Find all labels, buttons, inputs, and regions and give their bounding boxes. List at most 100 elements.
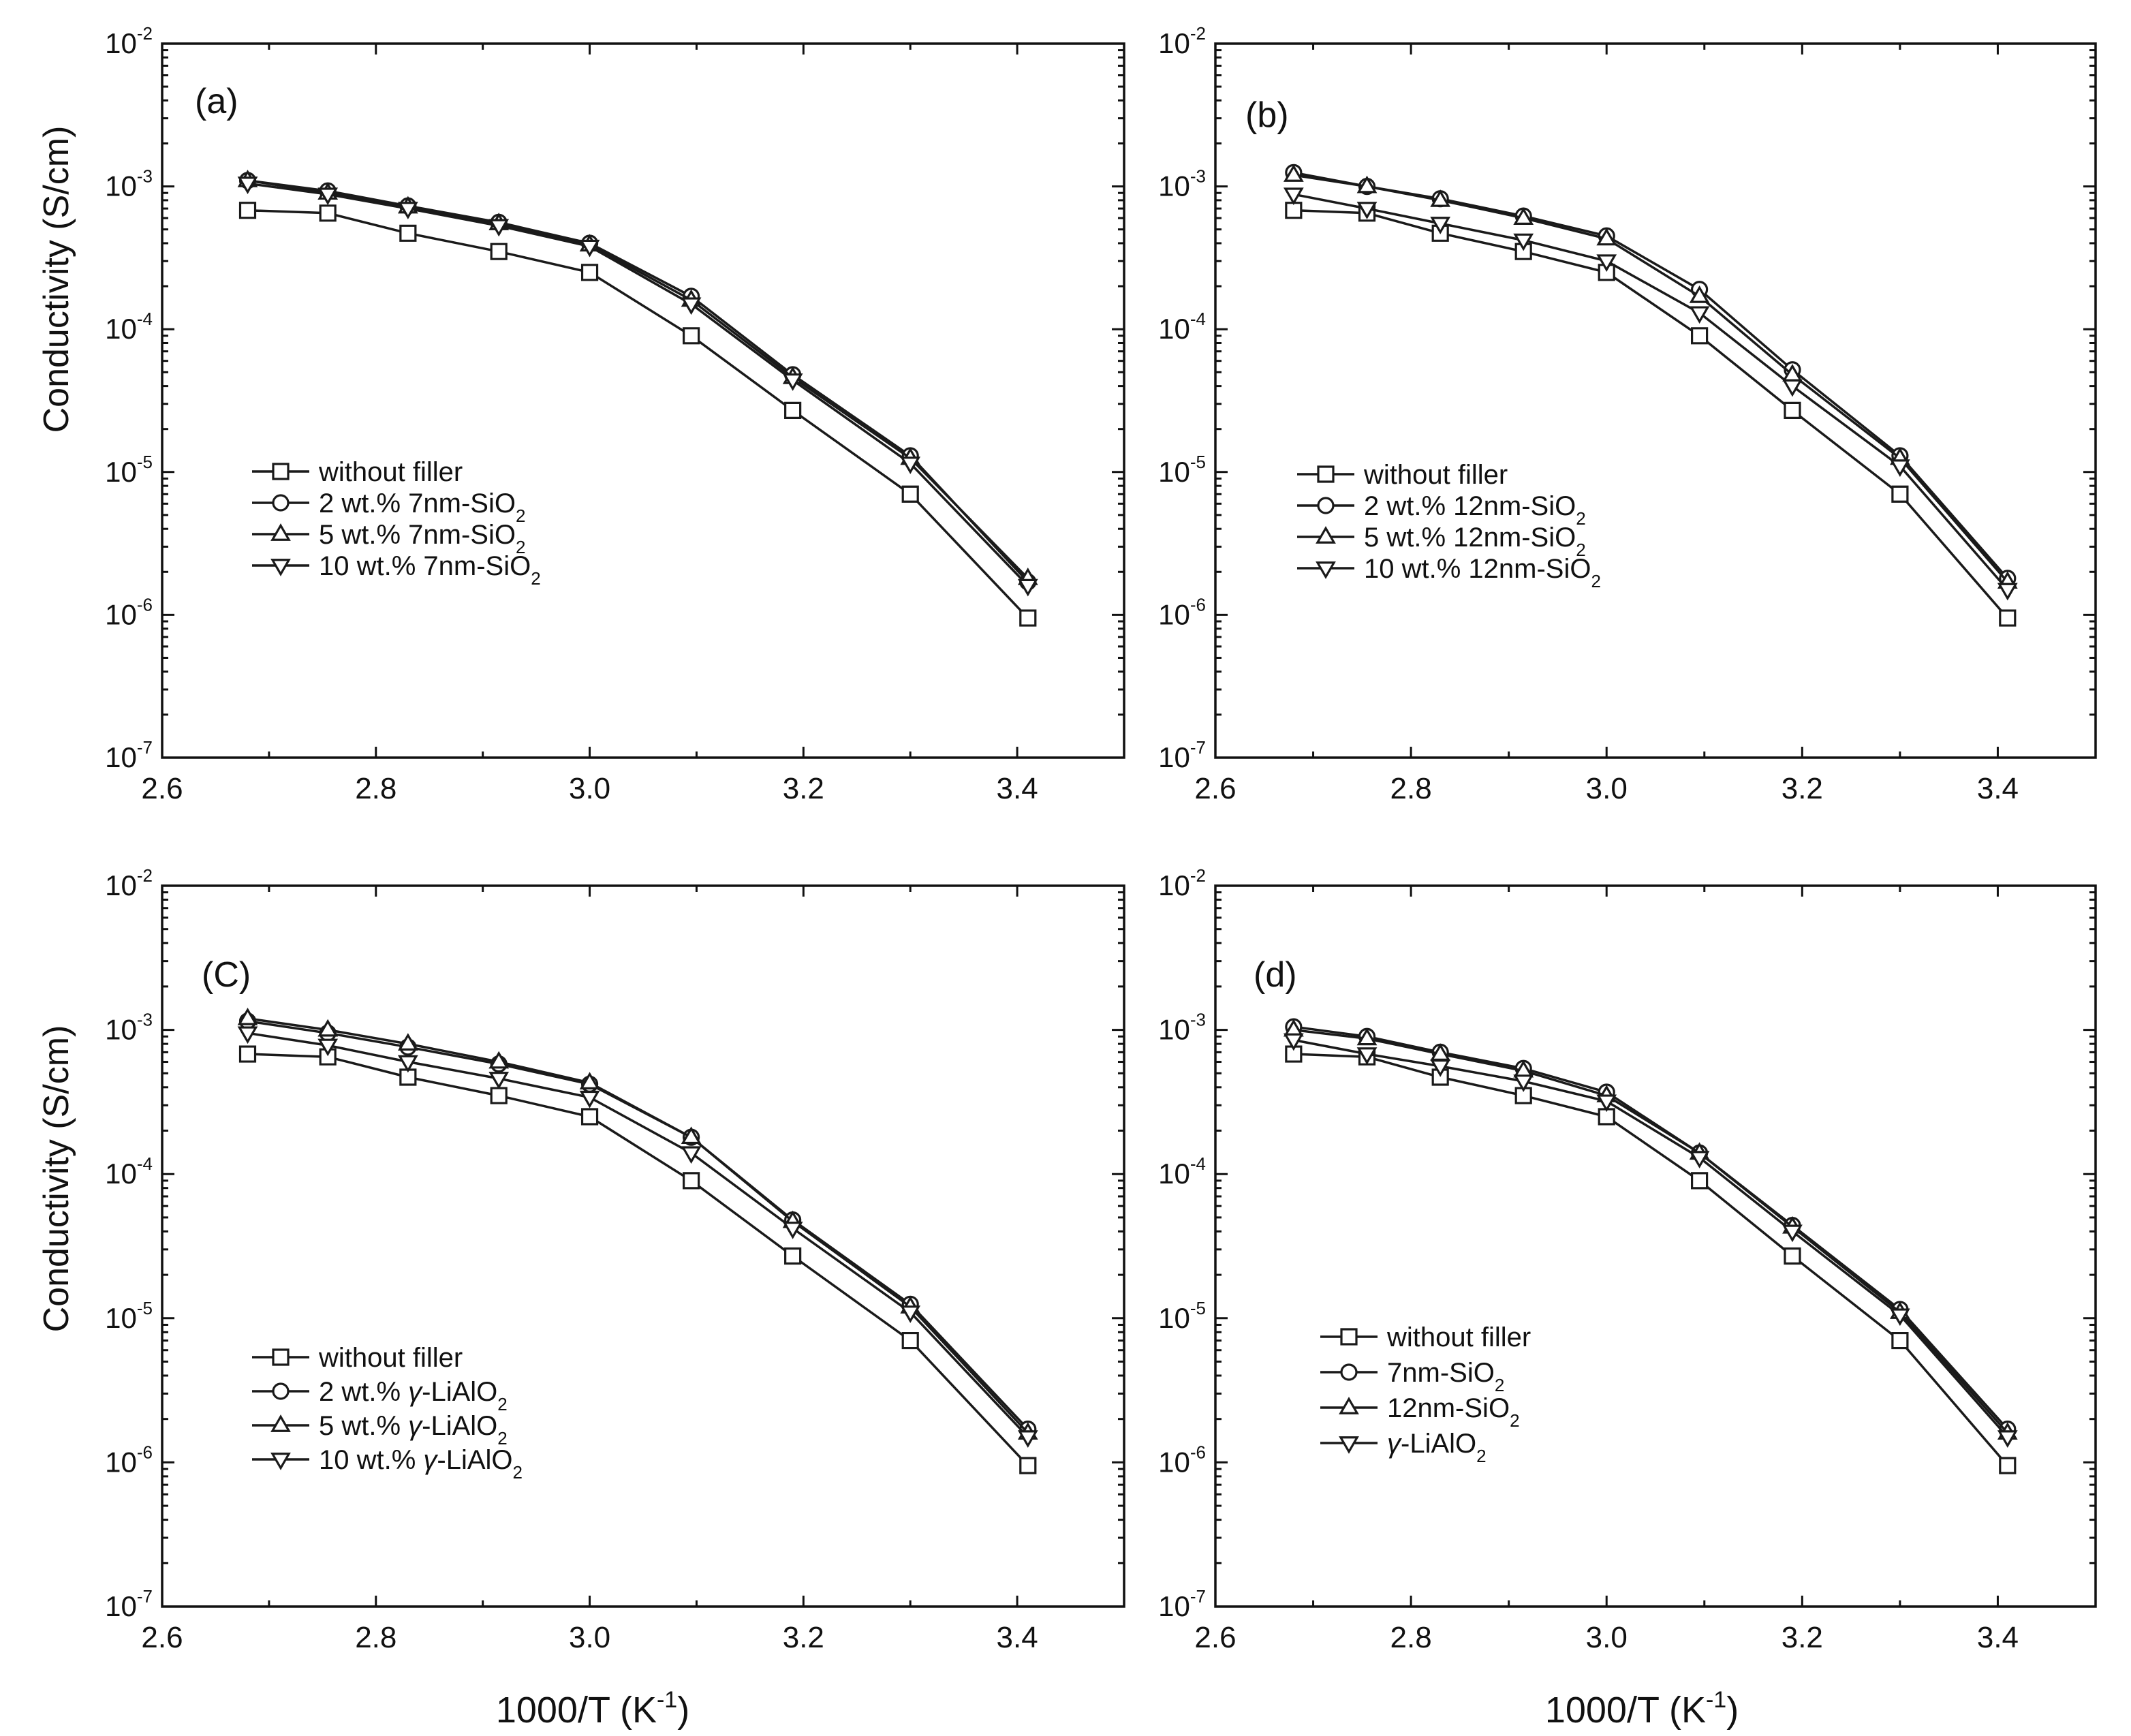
- y-tick-base: 10: [1158, 1014, 1190, 1046]
- data-point-square: [1691, 327, 1709, 345]
- plot-frame: [1214, 42, 2097, 759]
- data-point-square: [1784, 401, 1801, 419]
- data-point-triangle-down: [782, 1222, 803, 1239]
- data-point-square: [1999, 1457, 2017, 1474]
- data-point-triangle-down: [397, 202, 418, 219]
- y-tick-label: 10-2: [105, 865, 153, 901]
- y-tick-base: 10: [1158, 1446, 1190, 1478]
- y-tick-label: 10-3: [105, 1010, 153, 1046]
- y-tick-base: 10: [105, 869, 137, 901]
- y-tick-exponent: -2: [1190, 865, 1206, 886]
- x-tick-label: 3.2: [1782, 772, 1823, 805]
- data-point-triangle-down: [1513, 233, 1534, 251]
- y-tick-exponent: -5: [137, 1298, 153, 1318]
- y-tick-label: 10-6: [105, 1442, 153, 1478]
- y-tick-label: 10-4: [105, 1153, 153, 1190]
- y-tick-label: 10-7: [105, 1586, 153, 1622]
- data-point-triangle-down: [1430, 217, 1451, 234]
- data-point-triangle-down: [681, 1146, 702, 1164]
- data-point-triangle-down: [1689, 306, 1710, 324]
- legend-label: 2 wt.% 12nm-SiO2: [1364, 491, 1586, 529]
- legend-label: 5 wt.% 7nm-SiO2: [319, 520, 525, 557]
- data-point-triangle-down: [579, 239, 600, 258]
- legend-marker-triangle-down: [270, 1453, 291, 1470]
- data-point-square: [1691, 1172, 1709, 1190]
- y-tick-exponent: -6: [137, 1442, 153, 1462]
- data-point-triangle-down: [1890, 459, 1910, 477]
- data-point-triangle-down: [1356, 202, 1378, 219]
- data-point-square: [784, 401, 802, 419]
- legend-marker-circle: [272, 1382, 290, 1400]
- y-tick-base: 10: [105, 1446, 137, 1478]
- data-point-triangle-up: [488, 1051, 510, 1069]
- data-point-triangle-up: [681, 1126, 702, 1145]
- y-tick-base: 10: [105, 27, 137, 59]
- legend-label: 2 wt.% γ-LiAlO2: [319, 1377, 508, 1414]
- legend-marker-triangle-up: [270, 523, 291, 541]
- panels: 2.6 2.8 3.0 3.2 3.410-710-610-510-410-310-2(…: [105, 23, 2097, 1654]
- y-tick-base: 10: [1158, 313, 1190, 345]
- x-tick-label: 2.8: [1390, 1621, 1432, 1654]
- legend-marker-square: [1340, 1328, 1358, 1346]
- x-tick-label: 2.6: [1194, 1621, 1236, 1654]
- legend-marker-square: [1317, 465, 1335, 483]
- y-tick-label: 10-2: [1158, 23, 1206, 59]
- x-tick-label: 3.4: [997, 1621, 1038, 1654]
- y-tick-exponent: -7: [1190, 1586, 1206, 1607]
- data-point-square: [319, 204, 337, 222]
- y-tick-base: 10: [1158, 456, 1190, 488]
- legend-label: 10 wt.% 7nm-SiO2: [319, 551, 541, 589]
- data-point-square: [1891, 485, 1909, 503]
- y-tick-exponent: -7: [1190, 737, 1206, 758]
- y-tick-base: 10: [105, 1158, 137, 1190]
- data-point-square: [238, 1045, 257, 1063]
- panel-label: (C): [202, 955, 251, 995]
- data-point-triangle-down: [488, 1072, 510, 1089]
- data-point-triangle-down: [397, 1055, 418, 1073]
- y-tick-base: 10: [1158, 27, 1190, 59]
- y-tick-label: 10-6: [1158, 594, 1206, 630]
- y-tick-base: 10: [1158, 1158, 1190, 1190]
- x-axis-label-left: 1000/T (K-1): [496, 1687, 689, 1731]
- data-point-triangle-up: [1430, 189, 1451, 207]
- y-tick-exponent: -3: [1190, 1010, 1206, 1030]
- plot-frame: [161, 884, 1125, 1608]
- x-tick-label: 2.8: [1390, 772, 1432, 805]
- legend-marker-circle: [1317, 497, 1335, 514]
- data-point-square: [399, 1068, 417, 1086]
- legend-marker-square: [272, 1348, 290, 1366]
- x-tick-label: 3.2: [783, 772, 824, 805]
- legend-label: without filler: [1386, 1322, 1531, 1352]
- data-point-square: [1285, 202, 1303, 219]
- y-tick-base: 10: [105, 1014, 137, 1046]
- x-tick-label: 3.0: [1586, 1621, 1628, 1654]
- data-point-triangle-up: [579, 1072, 600, 1090]
- y-tick-label: 10-3: [105, 166, 153, 202]
- y-tick-exponent: -2: [137, 865, 153, 886]
- x-axis-label-right: 1000/T (K-1): [1545, 1687, 1739, 1731]
- x-tick-label: 3.4: [997, 772, 1038, 805]
- y-tick-exponent: -3: [1190, 166, 1206, 187]
- y-tick-base: 10: [1158, 1590, 1190, 1622]
- y-tick-label: 10-4: [1158, 309, 1206, 345]
- data-point-triangle-down: [681, 297, 702, 315]
- legend-label: 10 wt.% γ-LiAlO2: [319, 1445, 523, 1483]
- y-tick-exponent: -5: [1190, 1298, 1206, 1318]
- y-tick-exponent: -2: [1190, 23, 1206, 44]
- y-tick-exponent: -3: [137, 1010, 153, 1030]
- data-point-triangle-down: [237, 176, 258, 195]
- legend-marker-circle: [1340, 1363, 1358, 1381]
- y-tick-exponent: -6: [137, 594, 153, 615]
- panel-label: (b): [1245, 95, 1289, 135]
- data-point-triangle-down: [900, 456, 921, 474]
- legend-marker-triangle-down: [1339, 1436, 1359, 1454]
- y-tick-exponent: -6: [1190, 594, 1206, 615]
- chart-panel: 2.6 2.8 3.0 3.2 3.410-710-610-510-410-310-2(…: [105, 865, 1125, 1654]
- y-tick-exponent: -2: [137, 23, 153, 44]
- legend-label: without filler: [318, 457, 463, 487]
- data-point-square: [399, 224, 417, 242]
- y-tick-label: 10-6: [1158, 1442, 1206, 1478]
- x-tick-label: 2.6: [1194, 772, 1236, 805]
- data-point-triangle-up: [1596, 228, 1617, 246]
